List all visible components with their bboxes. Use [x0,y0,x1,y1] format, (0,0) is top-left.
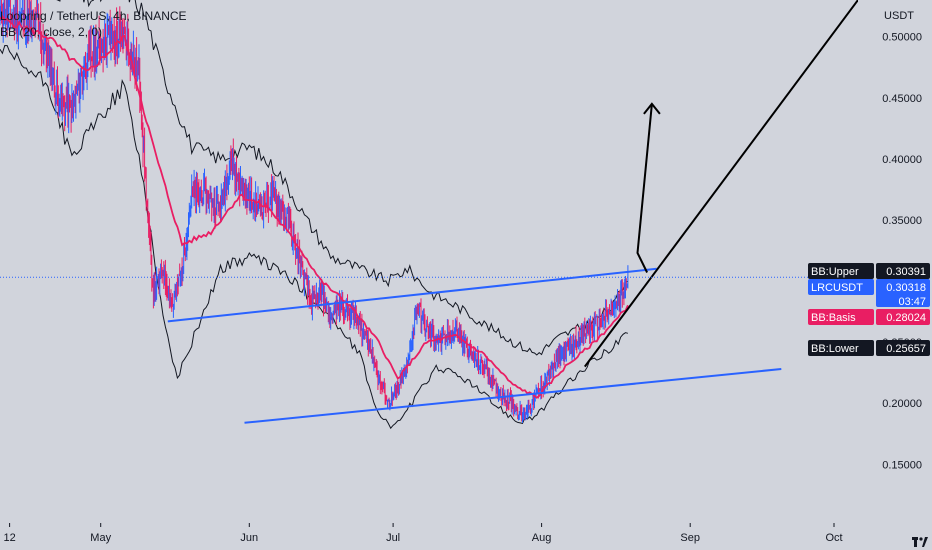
price-tick-label: 0.15000 [882,459,922,471]
plot-layer [0,0,858,430]
time-tick-label: May [90,532,111,544]
label-name-tag [808,309,874,325]
label-value-tag [876,263,930,279]
label-value-tag [876,340,930,356]
time-tick-label: Aug [532,532,552,544]
price-tick-label: 0.35000 [882,215,922,227]
plot-area[interactable] [0,0,858,430]
trend-line[interactable] [583,0,858,368]
tradingview-logo-icon[interactable] [912,536,928,548]
price-labels: BB:Upper 0.30391 LRCUSDT 0.30318 03:47 BB:Bas… [808,263,930,356]
time-tick-label: 12 [3,532,15,544]
indicator-title[interactable]: BB (20, close, 2, 0) [0,25,103,39]
label-name-text: BB:Lower [811,343,859,355]
symbol-title[interactable]: Loopring / TetherUS, 4h, BINANCE [0,9,187,23]
label-name-tag [808,340,874,356]
bb-basis-line[interactable] [0,14,629,399]
label-value-text: 0.25657 [886,343,926,355]
bb-upper-line[interactable] [0,0,629,356]
label-name-tag [808,279,874,295]
price-tick-label: 0.45000 [882,93,922,105]
price-axis-unit: USDT [884,10,914,22]
price-tick-label: 0.50000 [882,32,922,44]
price-tick-label: 0.40000 [882,154,922,166]
label-name-text: BB:Upper [811,266,859,278]
label-value-tag [876,279,930,307]
bb-lower-line[interactable] [0,44,629,430]
time-tick-label: Oct [825,532,842,544]
label-name-tag [808,263,874,279]
label-value-text: 0.30391 [886,266,926,278]
target-arrow[interactable] [636,103,653,273]
time-axis[interactable]: 12 May Jun Jul Aug Sep Oct [3,523,843,544]
countdown-text: 03:47 [898,296,926,308]
time-tick-label: Sep [680,532,700,544]
label-name-text: BB:Basis [811,312,856,324]
arrow-head[interactable] [643,102,661,115]
label-value-tag [876,309,930,325]
price-tick-label: 0.20000 [882,398,922,410]
label-name-text: LRCUSDT [811,282,863,294]
time-tick-label: Jul [386,532,400,544]
chart-legend: Loopring / TetherUS, 4h, BINANCE BB (20,… [0,8,187,40]
time-tick-label: Jun [240,532,258,544]
label-value-text: 0.30318 [886,282,926,294]
channel-line[interactable] [244,368,782,424]
label-value-text: 0.28024 [886,312,926,324]
channel-line[interactable] [167,267,657,323]
